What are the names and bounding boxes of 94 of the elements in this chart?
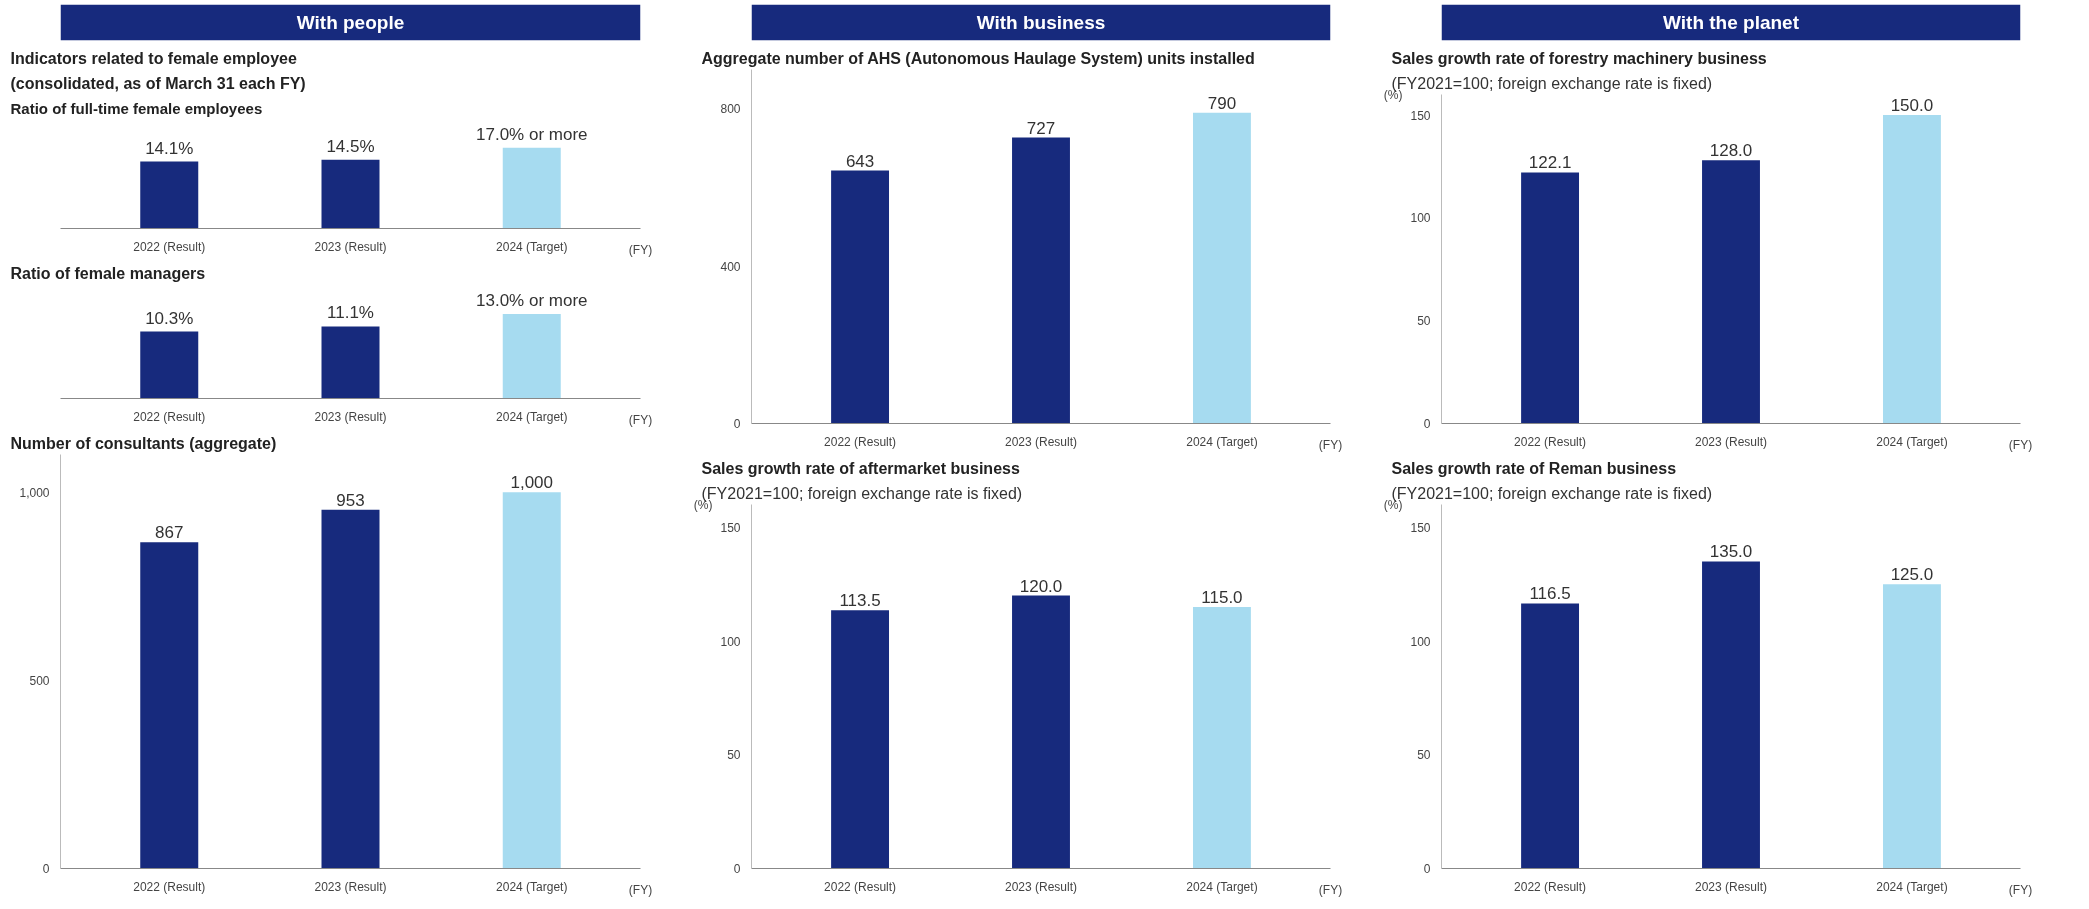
bar	[1192, 112, 1251, 424]
text: (consolidated, as of March 31 each FY)	[10, 74, 306, 92]
chart-title: Ratio of female managers	[10, 264, 206, 282]
data-label: 790	[1207, 93, 1237, 113]
y-tick-label: 150	[720, 520, 741, 535]
chart-title: Aggregate number of AHS (Autonomous Haulage System) units installed	[701, 49, 1255, 67]
data-label: 10.3%	[145, 308, 194, 328]
data-label: 1,000	[510, 473, 554, 493]
data-label: 643	[845, 151, 875, 171]
x-tick-label: 2024 (Target)	[1876, 879, 1948, 894]
x-axis-title: (FY)	[2008, 437, 2033, 452]
x-tick-label: 2022 (Result)	[824, 434, 897, 449]
y-tick-label: 1,000	[19, 485, 50, 500]
y-tick-label: 100	[720, 634, 741, 649]
chart-title: Sales growth rate of Reman business	[1391, 459, 1677, 477]
chart-title: Ratio of full-time female employees	[10, 99, 263, 117]
x-tick-label: 2024 (Target)	[1876, 434, 1948, 449]
y-tick-label: 50	[727, 748, 741, 763]
bar	[1702, 160, 1760, 424]
data-label: 128.0	[1709, 141, 1753, 161]
x-axis-title: (FY)	[2008, 882, 2033, 897]
x-tick-label: 2023 (Result)	[314, 409, 387, 424]
x-axis-title: (FY)	[628, 242, 653, 257]
x-tick-label: 2022 (Result)	[133, 409, 206, 424]
bar	[1521, 603, 1580, 869]
bar	[1521, 172, 1580, 424]
text: With people	[296, 12, 405, 33]
data-label: 727	[1026, 118, 1056, 138]
data-label: 115.0	[1201, 587, 1243, 607]
x-tick-label: 2024 (Target)	[496, 879, 568, 894]
y-tick-label: 50	[1417, 314, 1431, 329]
x-tick-label: 2024 (Target)	[496, 239, 568, 254]
bar	[1012, 595, 1070, 869]
x-axis-title: (FY)	[628, 882, 653, 897]
x-tick-label: 2022 (Result)	[824, 879, 897, 894]
y-tick-label: 150	[1410, 108, 1431, 123]
data-label: 14.5%	[326, 136, 375, 156]
data-label: 122.1	[1528, 153, 1572, 173]
data-label: 150.0	[1890, 96, 1934, 116]
bar	[1702, 561, 1760, 869]
bar	[1882, 115, 1941, 424]
data-label: 125.0	[1890, 565, 1934, 585]
x-tick-label: 2022 (Result)	[1514, 879, 1587, 894]
y-tick-label: 100	[1410, 211, 1431, 226]
data-label: 113.5	[839, 591, 881, 611]
y-tick-label: 800	[720, 102, 741, 117]
data-label: 953	[336, 490, 365, 510]
text: Indicators related to female employee	[10, 49, 297, 67]
x-tick-label: 2024 (Target)	[1186, 434, 1258, 449]
y-tick-label: 400	[720, 259, 741, 274]
x-tick-label: 2022 (Result)	[133, 239, 206, 254]
data-label: 120.0	[1019, 576, 1063, 596]
y-tick-label: 0	[42, 862, 50, 876]
x-axis-title: (FY)	[628, 412, 653, 427]
x-tick-label: 2023 (Result)	[314, 239, 387, 254]
x-tick-label: 2024 (Target)	[1186, 879, 1258, 894]
text: With the planet	[1663, 12, 1800, 33]
bar	[831, 610, 890, 869]
bar	[1192, 606, 1251, 869]
y-tick-label: 50	[1417, 748, 1431, 763]
y-tick-label: 100	[1410, 634, 1431, 649]
data-label: 867	[155, 523, 184, 543]
x-tick-label: 2022 (Result)	[133, 879, 206, 894]
x-tick-label: 2022 (Result)	[1514, 434, 1587, 449]
x-axis-title: (FY)	[1318, 437, 1343, 452]
x-axis-title: (FY)	[1318, 882, 1343, 897]
x-tick-label: 2023 (Result)	[1694, 879, 1768, 894]
y-tick-label: 500	[29, 673, 50, 688]
bar	[1882, 584, 1941, 869]
data-label: 11.1%	[327, 303, 374, 323]
bar	[502, 492, 561, 869]
data-label: 14.1%	[145, 138, 194, 158]
y-tick-label: 0	[733, 417, 741, 431]
bar	[1012, 137, 1070, 424]
x-tick-label: 2024 (Target)	[496, 409, 568, 424]
y-tick-label: 0	[733, 862, 741, 876]
x-tick-label: 2023 (Result)	[314, 879, 387, 894]
data-label: 13.0% or more	[476, 291, 588, 311]
text: With business	[976, 12, 1106, 33]
x-tick-label: 2023 (Result)	[1694, 434, 1768, 449]
chart-title: Sales growth rate of forestry machinery business	[1391, 49, 1767, 67]
y-tick-label: 150	[1410, 520, 1431, 535]
x-tick-label: 2023 (Result)	[1004, 434, 1078, 449]
chart-title: Number of consultants (aggregate)	[10, 434, 277, 452]
y-tick-label: 0	[1423, 862, 1431, 876]
x-tick-label: 2023 (Result)	[1004, 879, 1078, 894]
bar	[321, 509, 380, 869]
bar	[831, 170, 890, 424]
data-label: 17.0% or more	[476, 124, 588, 144]
data-label: 116.5	[1529, 584, 1571, 604]
y-tick-label: 0	[1423, 417, 1431, 431]
data-label: 135.0	[1709, 542, 1753, 562]
chart-title: Sales growth rate of aftermarket business	[701, 459, 1020, 477]
bar	[140, 542, 199, 869]
